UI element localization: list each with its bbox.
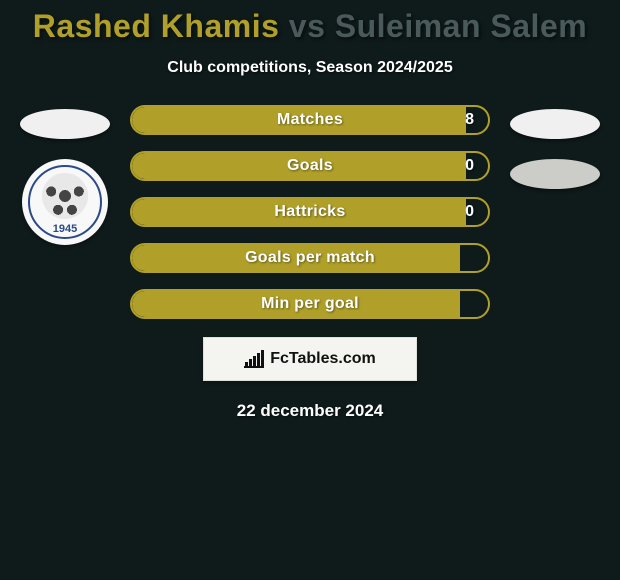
title-vs: vs: [289, 8, 326, 44]
page-title: Rashed Khamis vs Suleiman Salem: [0, 8, 620, 45]
comparison-row: 1945 Matches8Goals0Hattricks0Goals per m…: [0, 105, 620, 319]
date-text: 22 december 2024: [0, 401, 620, 421]
left-column: 1945: [10, 105, 120, 245]
stat-bar: Matches8: [130, 105, 490, 135]
club-founding-year: 1945: [53, 223, 77, 235]
stat-bar: Goals per match: [130, 243, 490, 273]
stat-value-right: 8: [465, 107, 474, 133]
brand-text: FcTables.com: [270, 350, 376, 368]
stats-column: Matches8Goals0Hattricks0Goals per matchM…: [130, 105, 490, 319]
football-icon: [42, 173, 88, 219]
player1-avatar: [20, 109, 110, 139]
title-player1: Rashed Khamis: [33, 8, 280, 44]
stat-label: Matches: [132, 107, 488, 133]
subtitle: Club competitions, Season 2024/2025: [0, 59, 620, 77]
player1-club-badge: 1945: [22, 159, 108, 245]
player2-club-badge: [510, 159, 600, 189]
stat-bar: Goals0: [130, 151, 490, 181]
stat-label: Goals per match: [132, 245, 488, 271]
infographic-root: Rashed Khamis vs Suleiman Salem Club com…: [0, 0, 620, 580]
stat-value-right: 0: [465, 199, 474, 225]
stat-bar: Min per goal: [130, 289, 490, 319]
stat-label: Min per goal: [132, 291, 488, 317]
brand-chart-icon: [244, 350, 264, 368]
stat-bar: Hattricks0: [130, 197, 490, 227]
brand-box: FcTables.com: [203, 337, 417, 381]
title-player2: Suleiman Salem: [335, 8, 587, 44]
stat-label: Goals: [132, 153, 488, 179]
stat-label: Hattricks: [132, 199, 488, 225]
player2-avatar: [510, 109, 600, 139]
stat-value-right: 0: [465, 153, 474, 179]
right-column: [500, 105, 610, 189]
